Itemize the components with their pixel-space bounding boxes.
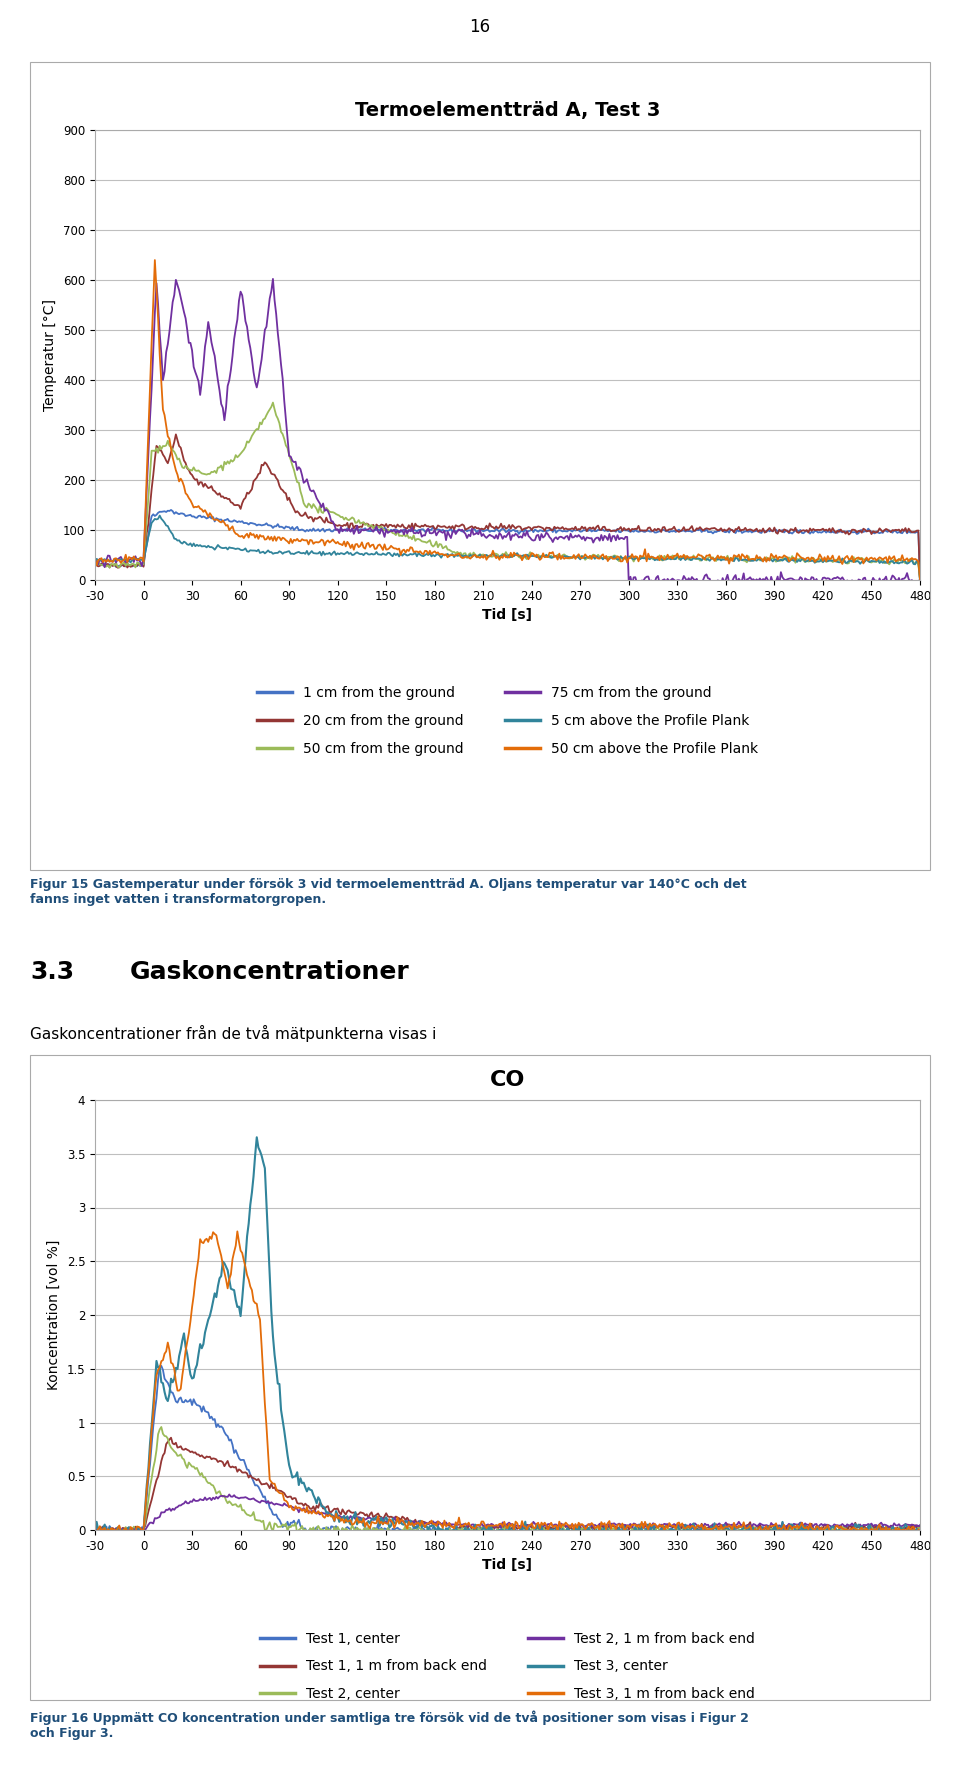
Text: Gaskoncentrationer från de två mätpunkterna visas i: Gaskoncentrationer från de två mätpunkte… [30,1025,437,1041]
Y-axis label: Temperatur [°C]: Temperatur [°C] [43,299,58,410]
Title: Termoelementträd A, Test 3: Termoelementträd A, Test 3 [355,101,660,121]
X-axis label: Tid [s]: Tid [s] [483,608,533,622]
Y-axis label: Koncentration [vol %]: Koncentration [vol %] [47,1240,61,1390]
Legend: 1 cm from the ground, 20 cm from the ground, 50 cm from the ground, 75 cm from t: 1 cm from the ground, 20 cm from the gro… [257,686,758,755]
Text: Gaskoncentrationer: Gaskoncentrationer [130,960,410,984]
X-axis label: Tid [s]: Tid [s] [483,1558,533,1573]
Text: 3.3: 3.3 [30,960,74,984]
Legend: Test 1, center, Test 1, 1 m from back end, Test 2, center, Test 2, 1 m from back: Test 1, center, Test 1, 1 m from back en… [260,1631,756,1701]
Title: CO: CO [490,1070,525,1089]
Text: Figur 15 Gastemperatur under försök 3 vid termoelementträd A. Oljans temperatur : Figur 15 Gastemperatur under försök 3 vi… [30,878,747,906]
Text: Figur 16 Uppmätt CO koncentration under samtliga tre försök vid de två positione: Figur 16 Uppmätt CO koncentration under … [30,1709,749,1740]
Text: 16: 16 [469,18,491,36]
